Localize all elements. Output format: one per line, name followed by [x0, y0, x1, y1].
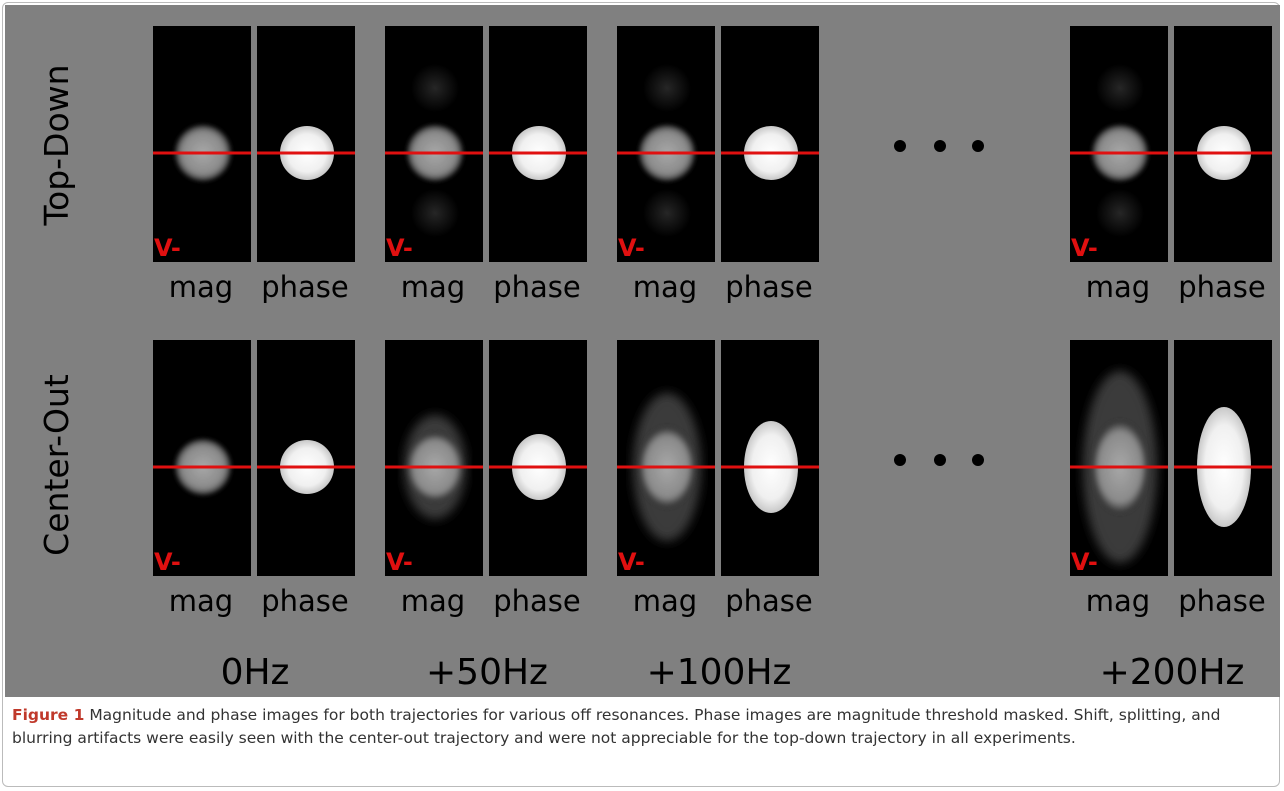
- marker: V-: [154, 234, 181, 262]
- image-label: mag: [169, 584, 233, 618]
- image-label: phase: [725, 270, 813, 304]
- image-label: phase: [261, 584, 349, 618]
- marker: V-: [386, 548, 413, 576]
- mag-image: V-: [385, 26, 483, 262]
- phase-image: [489, 26, 587, 262]
- ghost: [643, 64, 691, 112]
- marker: V-: [618, 548, 645, 576]
- image-label: phase: [725, 584, 813, 618]
- caption-text: Magnitude and phase images for both traj…: [12, 706, 1220, 747]
- image-label: phase: [493, 270, 581, 304]
- image-label: phase: [1178, 584, 1266, 618]
- column-label: +50Hz: [426, 652, 548, 693]
- image-label: mag: [401, 270, 465, 304]
- image-label: mag: [1086, 584, 1150, 618]
- image-label: phase: [1178, 270, 1266, 304]
- image-label: mag: [401, 584, 465, 618]
- image-label: mag: [633, 270, 697, 304]
- ghost: [643, 189, 691, 237]
- page: Top-Down V-mag phase V-mag phase V-mag phase V-…: [0, 0, 1284, 791]
- phase-image: [489, 340, 587, 576]
- mag-image: V-: [617, 26, 715, 262]
- phase-image: [257, 340, 355, 576]
- caption: Figure 1 Magnitude and phase images for …: [12, 704, 1274, 750]
- column-label: +100Hz: [647, 652, 792, 693]
- column-label: +200Hz: [1100, 652, 1245, 693]
- image-label: phase: [493, 584, 581, 618]
- marker: V-: [386, 234, 413, 262]
- image-label: phase: [261, 270, 349, 304]
- row-label: Top-Down: [37, 64, 76, 226]
- figure-panel: Top-Down V-mag phase V-mag phase V-mag phase V-…: [5, 5, 1280, 697]
- mag-image: V-: [617, 340, 715, 576]
- marker: V-: [154, 548, 181, 576]
- ghost: [411, 64, 459, 112]
- image-label: mag: [633, 584, 697, 618]
- phase-image: [1174, 26, 1272, 262]
- marker: V-: [1071, 234, 1098, 262]
- column-label: 0Hz: [221, 652, 290, 693]
- phase-image: [721, 26, 819, 262]
- phase-image: [1174, 340, 1272, 576]
- mag-image: V-: [1070, 26, 1168, 262]
- ghost: [1096, 189, 1144, 237]
- row-label: Center-Out: [37, 374, 76, 556]
- mag-image: V-: [1070, 340, 1168, 576]
- phase-image: [721, 340, 819, 576]
- mag-image: V-: [385, 340, 483, 576]
- ghost: [1096, 64, 1144, 112]
- marker: V-: [1071, 548, 1098, 576]
- mag-image: V-: [153, 26, 251, 262]
- caption-label: Figure 1: [12, 706, 84, 724]
- image-label: mag: [169, 270, 233, 304]
- ghost: [411, 189, 459, 237]
- phase-image: [257, 26, 355, 262]
- marker: V-: [618, 234, 645, 262]
- image-label: mag: [1086, 270, 1150, 304]
- mag-image: V-: [153, 340, 251, 576]
